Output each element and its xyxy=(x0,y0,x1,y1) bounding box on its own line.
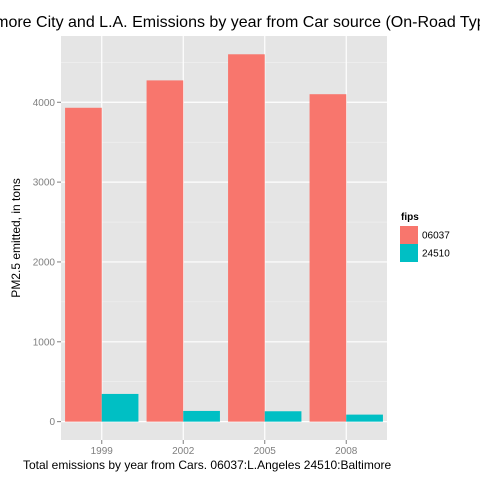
y-tick-label: 4000 xyxy=(33,98,56,109)
chart-title: Baltimore City and L.A. Emissions by yea… xyxy=(0,14,480,31)
x-tick-label: 1999 xyxy=(91,446,114,457)
legend-key-24510 xyxy=(400,244,418,262)
bar-06037-2008 xyxy=(309,94,347,422)
bar-24510-2002 xyxy=(183,410,220,422)
legend-label-24510: 24510 xyxy=(422,249,450,260)
legend: fips 06037 24510 xyxy=(400,212,450,262)
bar-24510-2008 xyxy=(346,414,383,422)
y-axis-title: PM2.5 emitted, in tons xyxy=(9,178,23,297)
legend-key-06037 xyxy=(400,226,418,244)
bar-24510-2005 xyxy=(264,411,302,422)
legend-label-06037: 06037 xyxy=(422,231,450,242)
x-tick-label: 2002 xyxy=(172,446,195,457)
x-axis: 1999 2002 2005 2008 xyxy=(91,440,358,457)
bar-06037-2005 xyxy=(228,54,265,422)
bar-06037-2002 xyxy=(146,80,184,422)
legend-title: fips xyxy=(401,212,419,223)
y-tick-label: 1000 xyxy=(33,337,56,348)
bars xyxy=(65,54,383,422)
bar-06037-1999 xyxy=(65,107,102,422)
bar-24510-1999 xyxy=(101,393,139,422)
y-tick-label: 3000 xyxy=(33,178,56,189)
y-axis: 0 1000 2000 3000 4000 xyxy=(33,98,61,428)
y-tick-label: 2000 xyxy=(33,257,56,268)
x-tick-label: 2005 xyxy=(254,446,277,457)
x-tick-label: 2008 xyxy=(335,446,358,457)
x-axis-title: Total emissions by year from Cars. 06037… xyxy=(23,458,392,472)
y-tick-label: 0 xyxy=(49,417,55,428)
